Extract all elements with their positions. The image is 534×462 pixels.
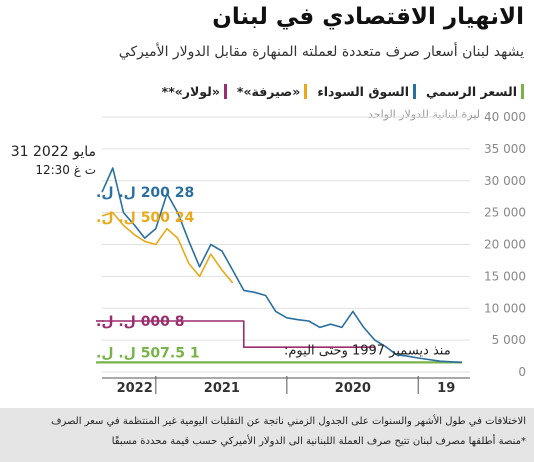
y-tick-label: 25 000 xyxy=(484,206,526,220)
y-tick-label: 5 000 xyxy=(492,333,526,347)
legend-swatch-black-market xyxy=(413,84,417,99)
y-tick-label: 15 000 xyxy=(484,269,526,283)
legend-item-sayrafa: «صيرفة»* xyxy=(236,84,308,99)
legend-swatch-sayrafa xyxy=(304,84,308,99)
footer-note-timeline: الاختلافات في طول الأشهر والسنوات على ال… xyxy=(51,416,526,427)
chart-legend: السعر الرسمي السوق السوداء «صيرفة»* «لول… xyxy=(162,84,524,99)
legend-item-official: السعر الرسمي xyxy=(426,84,524,99)
annotation-lollar-value: 8 000 ل. ل. xyxy=(96,314,185,330)
y-tick-label: 0 xyxy=(518,365,526,379)
y-tick-label: 20 000 xyxy=(484,238,526,252)
page-subtitle: يشهد لبنان أسعار صرف متعددة لعملته المنه… xyxy=(118,44,524,60)
legend-label-lollar: «لولار»** xyxy=(161,84,220,99)
exchange-rate-chart: 0 5 000 10 000 15 000 20 000 25 000 30 000 35 0… xyxy=(11,110,526,396)
series-line-sayrafa xyxy=(101,211,234,284)
annotation-date: 31 مايو 2022 xyxy=(11,144,96,160)
series-line-black-market xyxy=(101,167,463,364)
legend-item-black-market: السوق السوداء xyxy=(317,84,417,99)
y-axis-label: ليرة لبنانية للدولار الواحد xyxy=(368,108,480,121)
legend-swatch-lollar xyxy=(223,84,227,99)
y-tick-label: 35 000 xyxy=(484,142,526,156)
legend-swatch-official xyxy=(521,84,524,99)
annotation-official-since: منذ ديسمبر 1997 وحتى اليوم: xyxy=(284,343,451,358)
annotation-official-value: 1 507.5 ل. ل. xyxy=(96,345,200,361)
legend-label-black-market: السوق السوداء xyxy=(317,84,410,99)
series-line-lollar xyxy=(102,320,375,348)
x-tick-label: 2022 xyxy=(117,381,153,396)
x-tick-label: 2020 xyxy=(335,381,371,396)
x-tick-label: 2021 xyxy=(204,381,240,396)
annotation-black-market-value: 28 200 ل. ل. xyxy=(96,185,194,201)
y-tick-label: 10 000 xyxy=(484,301,526,315)
y-tick-label: 30 000 xyxy=(484,174,526,188)
y-tick-label: 40 000 xyxy=(484,110,526,124)
x-tick-label: 19 xyxy=(437,381,455,396)
footer-note-sayrafa: *منصة أطلقها مصرف لبنان تتيح صرف العملة … xyxy=(111,436,526,447)
legend-label-official: السعر الرسمي xyxy=(426,84,517,99)
legend-item-lollar: «لولار»** xyxy=(162,84,227,99)
footer-notes: الاختلافات في طول الأشهر والسنوات على ال… xyxy=(0,408,534,462)
legend-label-sayrafa: «صيرفة»* xyxy=(236,84,301,99)
page-title: الانهيار الاقتصادي في لبنان xyxy=(212,4,524,30)
annotation-sayrafa-value: 24 500 ل. ل. xyxy=(96,210,195,226)
annotation-time: 12:30 ت غ xyxy=(35,163,96,177)
